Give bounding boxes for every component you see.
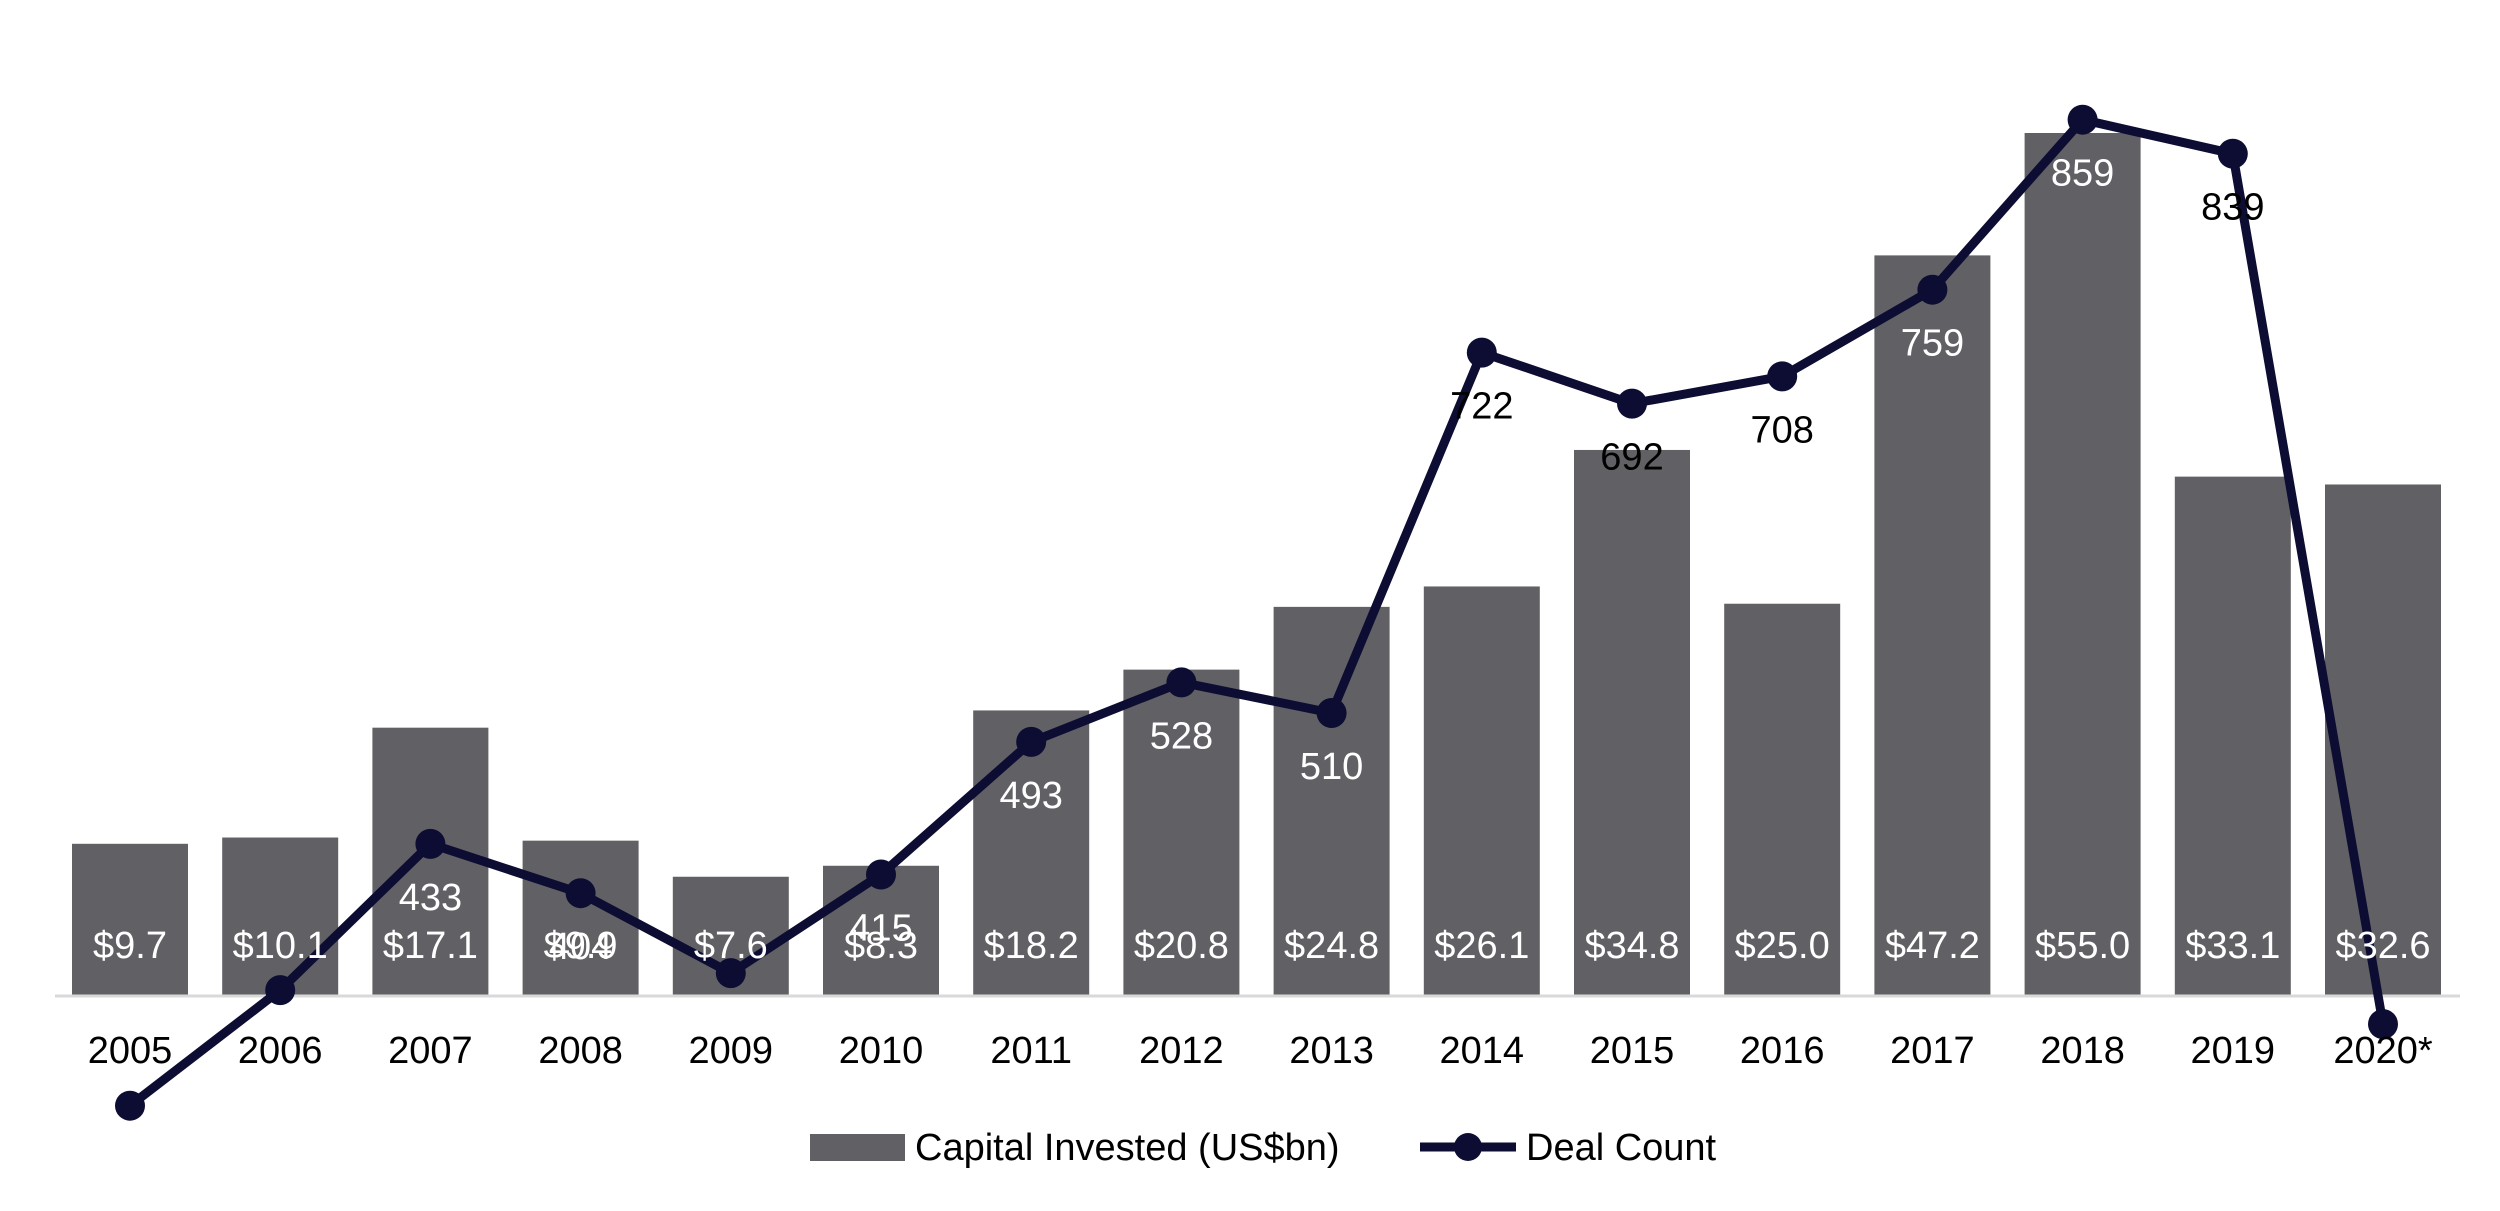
x-tick-label: 2020* [2333, 1030, 2433, 1072]
legend-line-label: Deal Count [1526, 1127, 1717, 1169]
deal-count-point-2006 [265, 975, 296, 1006]
deal-count-point-2014 [1466, 337, 1497, 368]
bar-2005 [72, 843, 188, 996]
bar-value-label: $24.8 [1284, 925, 1379, 967]
bar-value-label: $9.9 [544, 925, 618, 967]
deal-count-label: 510 [1300, 746, 1363, 788]
x-tick-label: 2012 [1139, 1030, 1224, 1072]
legend-line-marker [1454, 1133, 1482, 1161]
deal-count-label: 357 [699, 1006, 762, 1048]
bar-2007 [372, 727, 489, 996]
x-tick-label: 2013 [1289, 1030, 1374, 1072]
deal-count-label: 433 [399, 877, 462, 919]
bar-value-label: $20.8 [1134, 925, 1229, 967]
deal-count-label: 415 [849, 908, 912, 950]
x-tick-label: 2015 [1590, 1030, 1675, 1072]
bar-2012 [1123, 669, 1240, 996]
bar-2019 [2174, 476, 2291, 996]
deal-count-point-2010 [866, 859, 896, 890]
deal-count-point-2011 [1016, 726, 1047, 757]
deal-count-label: 759 [1901, 323, 1964, 365]
deal-count-label: 327 [2347, 1057, 2410, 1099]
x-tick-label: 2009 [689, 1030, 774, 1072]
deal-count-label: 404 [549, 926, 612, 968]
bar-value-label: $55.0 [2035, 925, 2130, 967]
bar-value-label: $47.2 [1885, 925, 1980, 967]
deal-count-point-2019 [2217, 138, 2248, 169]
x-tick-label: 2007 [388, 1030, 473, 1072]
x-tick-label: 2006 [238, 1030, 323, 1072]
deal-count-point-2013 [1316, 698, 1347, 728]
deal-count-label: 692 [1600, 437, 1663, 479]
bar-2014 [1423, 586, 1540, 996]
bar-value-label: $26.1 [1434, 925, 1529, 967]
deal-count-point-2020* [2368, 1009, 2398, 1040]
deal-count-label: 493 [999, 775, 1062, 817]
x-tick-label: 2011 [990, 1030, 1072, 1072]
deal-count-label: 722 [1450, 386, 1513, 428]
x-tick-label: 2010 [839, 1030, 924, 1072]
deal-count-point-2015 [1617, 388, 1647, 419]
bar-2011 [973, 710, 1090, 996]
x-tick-label: 2018 [2040, 1030, 2125, 1072]
legend: Capital Invested (US$bn) Deal Count [810, 1127, 1717, 1169]
x-tick-label: 2016 [1740, 1030, 1825, 1072]
deal-count-label: 279 [98, 1139, 161, 1181]
deal-count-point-2005 [115, 1090, 145, 1121]
bar-value-label: $10.1 [233, 925, 328, 967]
x-tick-label: 2008 [538, 1030, 623, 1072]
bar-value-label: $32.6 [2335, 925, 2430, 967]
bar-value-label: $8.3 [844, 925, 918, 967]
deal-count-point-2018 [2067, 104, 2098, 135]
deal-count-point-2007 [415, 828, 446, 859]
bar-value-label: $9.7 [93, 925, 167, 967]
bar-2020* [2325, 484, 2441, 996]
bar-value-label: $17.1 [383, 925, 478, 967]
legend-bar-swatch [810, 1134, 905, 1161]
x-axis-ticks: 2005 2006 2007 2008 2009 2010 2011 2012 2013 2014… [88, 1030, 2433, 1072]
x-tick-label: 2005 [88, 1030, 173, 1072]
data-labels: $9.7 $10.1 $17.1 $9.9 $7.6 $8.3 $18.2 $20.8 $24.… [93, 153, 2431, 1181]
deal-count-point-2008 [565, 878, 596, 909]
bar-series [72, 133, 2441, 996]
bar-2013 [1273, 606, 1390, 996]
deal-count-label: 347 [248, 1023, 311, 1065]
deal-count-label: 528 [1150, 715, 1213, 757]
deal-count-point-2009 [715, 958, 746, 989]
x-tick-label: 2014 [1440, 1030, 1525, 1072]
bar-2018 [2024, 133, 2141, 996]
deal-count-point-2012 [1166, 667, 1197, 698]
deal-count-label: 839 [2201, 187, 2264, 229]
bar-value-label: $34.8 [1584, 925, 1679, 967]
deal-count-line [127, 115, 2388, 1110]
bar-2017 [1874, 255, 1991, 996]
bar-value-label: $33.1 [2185, 925, 2280, 967]
deal-count-label: 708 [1750, 409, 1813, 451]
bar-2016 [1724, 603, 1841, 996]
line-series [115, 104, 2398, 1121]
bar-2015 [1574, 449, 1690, 996]
legend-bar-label: Capital Invested (US$bn) [915, 1127, 1340, 1169]
x-tick-label: 2019 [2191, 1030, 2276, 1072]
bar-2006 [222, 837, 339, 996]
x-tick-label: 2017 [1890, 1030, 1975, 1072]
deal-count-point-2016 [1767, 361, 1798, 392]
bar-value-label: $25.0 [1735, 925, 1830, 967]
deal-count-point-2017 [1917, 274, 1948, 305]
deal-count-label: 859 [2051, 153, 2114, 195]
bar-value-label: $7.6 [694, 925, 768, 967]
bar-value-label: $18.2 [984, 925, 1079, 967]
